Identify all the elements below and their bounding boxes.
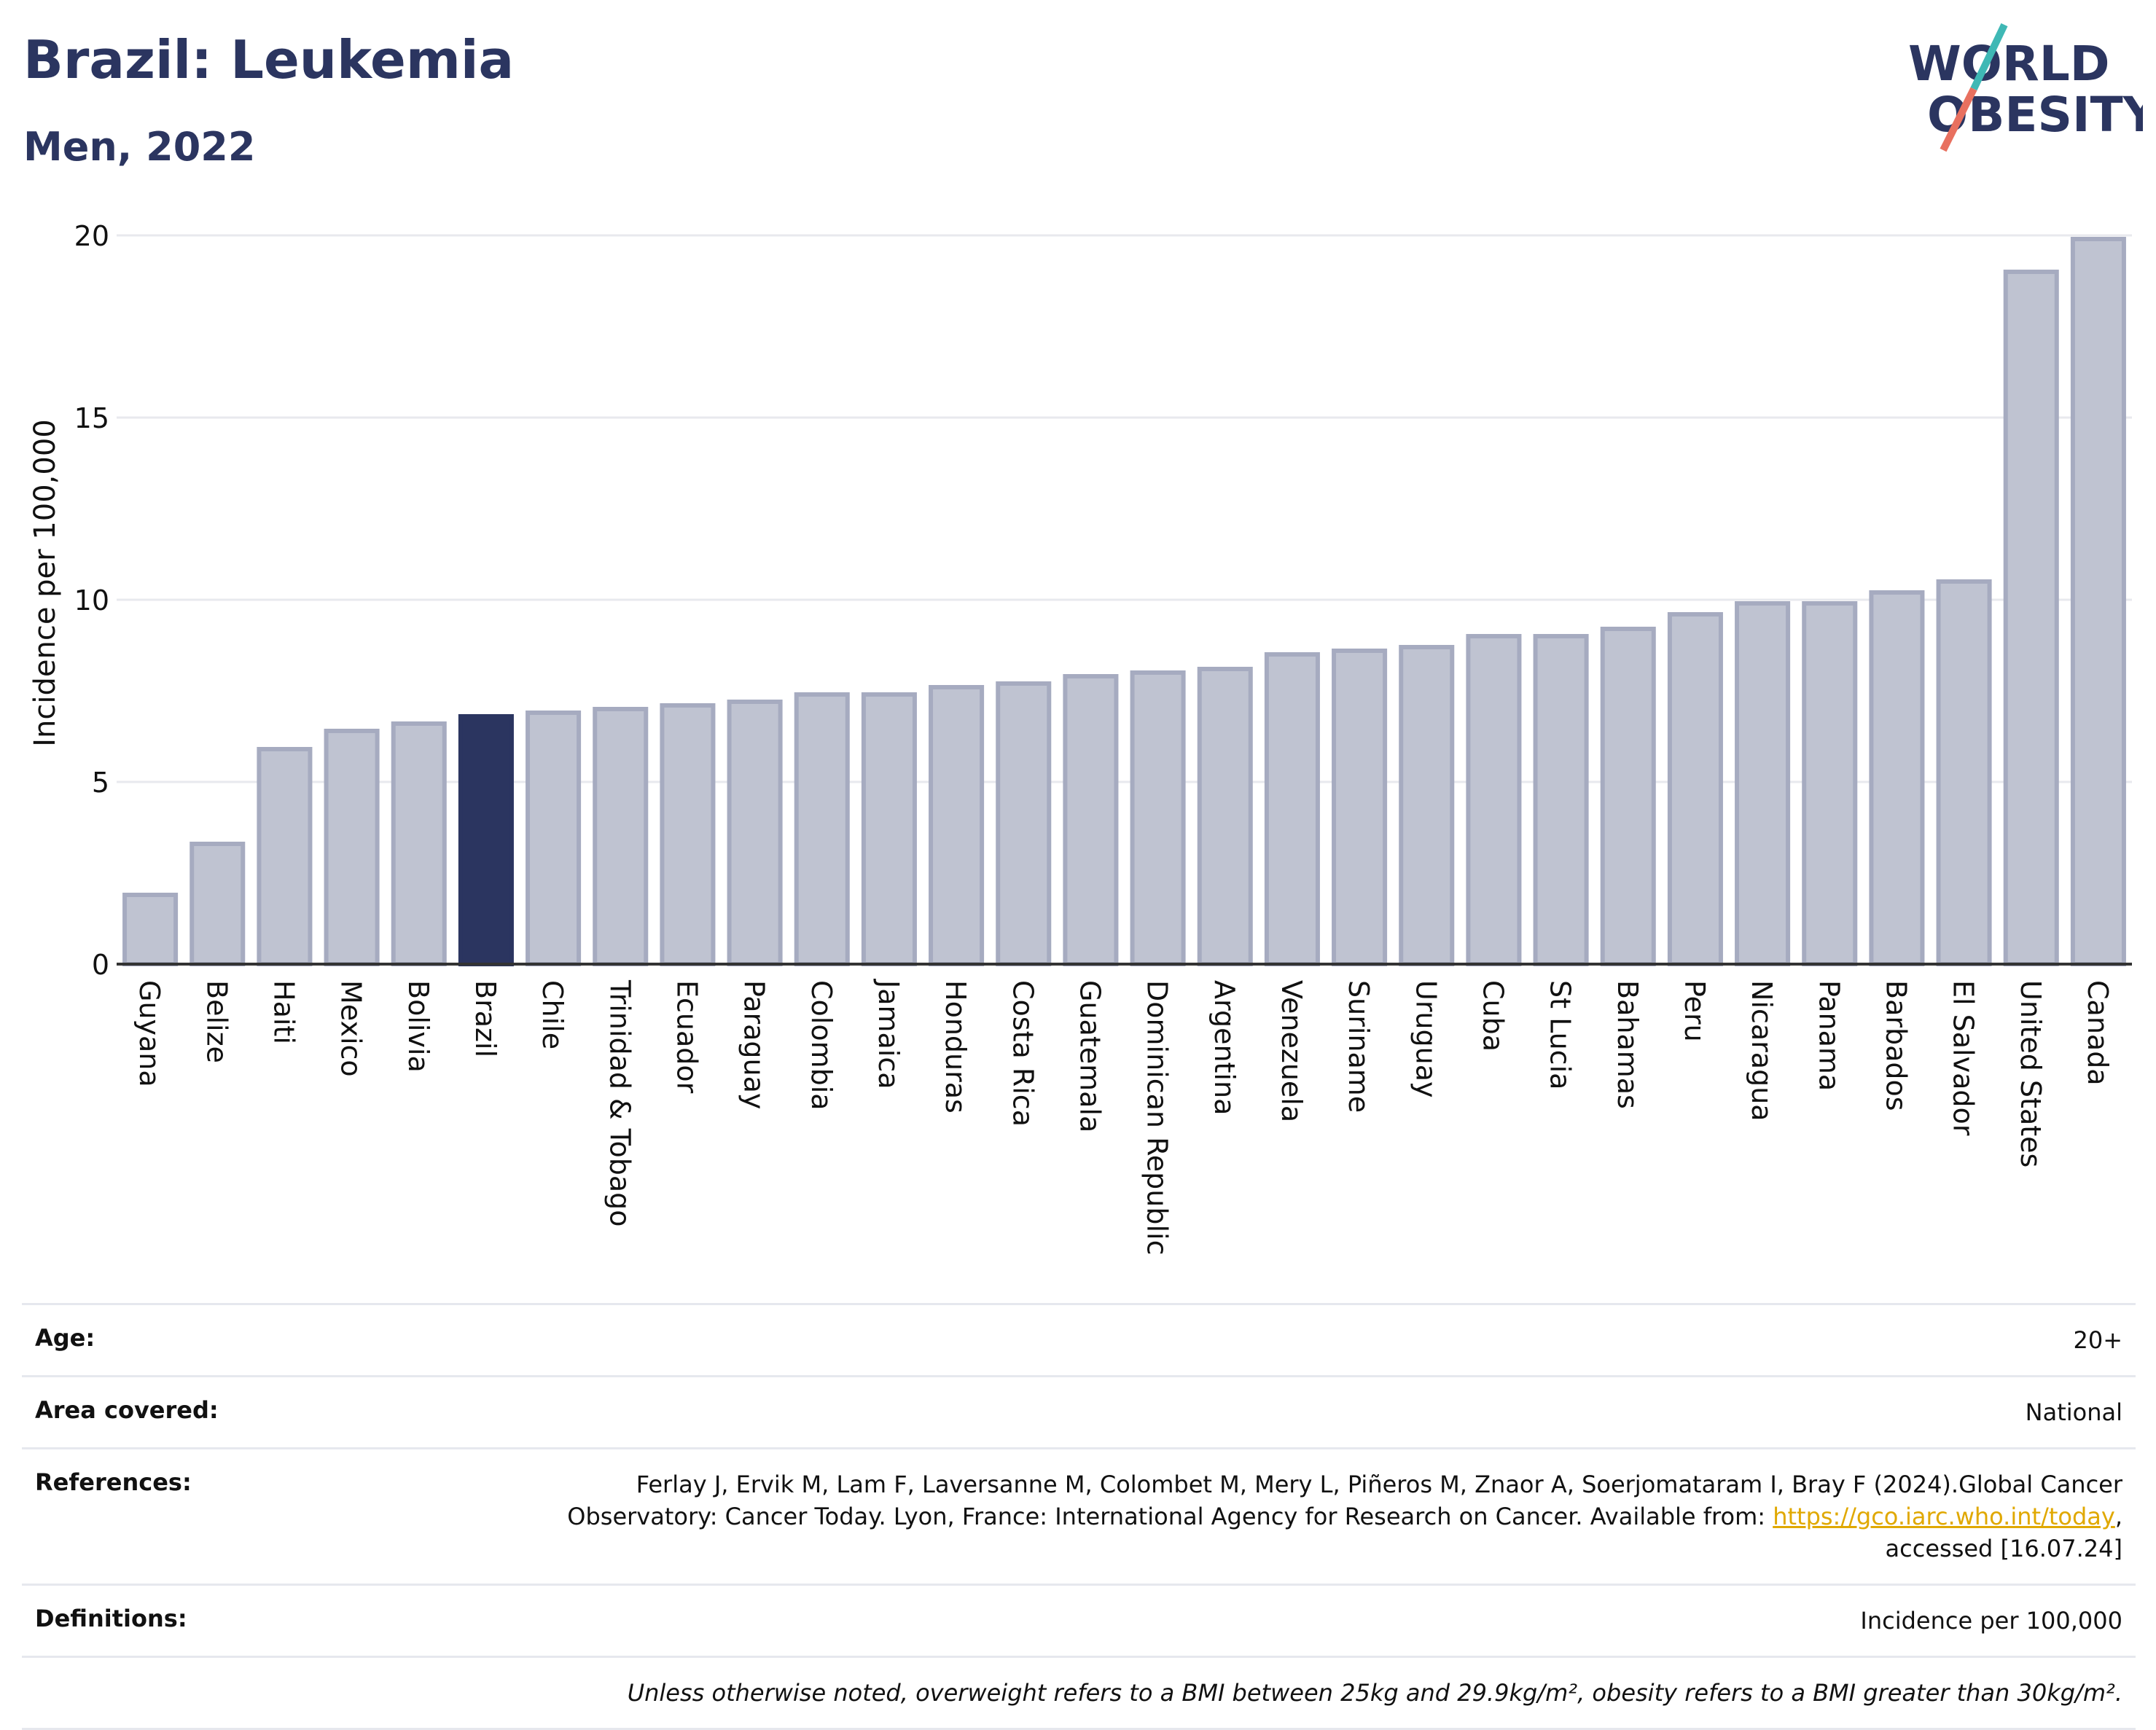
x-tick-label: Jamaica — [872, 979, 905, 1089]
bar-ecuador — [660, 703, 716, 966]
bar-barbados — [1869, 590, 1925, 966]
bmi-note: Unless otherwise noted, overweight refer… — [627, 1679, 2122, 1707]
x-tick-label: Trinidad & Tobago — [604, 979, 636, 1227]
x-tick-labels: Guyana Belize Haiti Mexico Bolivia Brazil Chil… — [133, 979, 2114, 1255]
bar-st-lucia — [1533, 634, 1589, 966]
x-tick-label: Argentina — [1208, 980, 1241, 1115]
x-tick-label: Nicaragua — [1746, 980, 1778, 1122]
bar-bahamas — [1600, 627, 1656, 966]
page-subtitle: Men, 2022 — [23, 124, 256, 170]
x-tick-label: Ecuador — [671, 980, 703, 1094]
bars — [122, 237, 2126, 966]
bar-el-salvador — [1936, 579, 1992, 966]
y-tick-label: 0 — [92, 949, 109, 981]
x-tick-label: El Salvador — [1948, 980, 1980, 1136]
x-tick-label: Haiti — [267, 980, 300, 1044]
bar-chart: 0 5 10 15 20 Guyana Belize Haiti Mexico Bolivia B… — [28, 220, 2132, 1255]
x-tick-label: Chile — [536, 980, 569, 1049]
bar-brazil — [458, 714, 514, 966]
bar-trinidad-tobago — [593, 707, 649, 966]
bar-canada — [2070, 237, 2126, 966]
info-row-area: Area covered: National — [22, 1375, 2136, 1447]
references-value: Ferlay J, Ervik M, Lam F, Laversanne M, … — [554, 1449, 2136, 1584]
bar-mexico — [324, 729, 380, 966]
bar-colombia — [794, 692, 850, 966]
bar-united-states — [2003, 270, 2059, 966]
bar-argentina — [1197, 667, 1253, 966]
logo-slash-teal — [1970, 23, 2008, 91]
definitions-value: Incidence per 100,000 — [1860, 1607, 2122, 1635]
x-tick-label: Guatemala — [1074, 980, 1106, 1132]
y-tick-label: 5 — [92, 767, 109, 799]
x-tick-label: Guyana — [133, 980, 165, 1087]
reference-link[interactable]: https://gco.iarc.who.int/today — [1773, 1503, 2115, 1530]
reference-text-4: accessed [16.07.24] — [1885, 1535, 2122, 1562]
bar-cuba — [1466, 634, 1522, 966]
x-tick-label: Costa Rica — [1007, 980, 1039, 1127]
bar-guatemala — [1063, 674, 1119, 966]
bar-suriname — [1332, 649, 1388, 966]
references-label: References: — [35, 1468, 192, 1496]
bar-belize — [190, 842, 246, 966]
bar-costa-rica — [996, 681, 1052, 966]
logo-text-world: WORLD — [1908, 36, 2110, 92]
y-tick-label: 15 — [74, 402, 109, 434]
bar-guyana — [122, 893, 179, 966]
x-tick-label: Bolivia — [402, 980, 434, 1073]
info-table: Age: 20+ Area covered: National Referenc… — [22, 1303, 2136, 1730]
reference-text-2: Observatory: Cancer Today. Lyon, France:… — [567, 1503, 1773, 1530]
bar-jamaica — [861, 692, 917, 966]
info-row-references: References: Ferlay J, Ervik M, Lam F, La… — [22, 1447, 2136, 1584]
x-tick-label: Brazil — [469, 980, 501, 1057]
bar-honduras — [929, 685, 985, 966]
x-tick-label: Uruguay — [1410, 980, 1442, 1098]
x-tick-label: Panama — [1813, 980, 1845, 1091]
x-tick-label: Cuba — [1477, 980, 1509, 1052]
y-axis-label: Incidence per 100,000 — [28, 419, 62, 747]
reference-text-1: Ferlay J, Ervik M, Lam F, Laversanne M, … — [636, 1471, 2122, 1498]
bar-panama — [1802, 601, 1858, 966]
x-tick-label: Honduras — [940, 980, 972, 1113]
info-row-note: Unless otherwise noted, overweight refer… — [22, 1656, 2136, 1730]
info-row-age: Age: 20+ — [22, 1303, 2136, 1375]
x-tick-label: Suriname — [1343, 980, 1375, 1113]
x-tick-label: Venezuela — [1276, 980, 1308, 1122]
age-label: Age: — [35, 1324, 95, 1352]
x-tick-label: Barbados — [1880, 980, 1912, 1111]
bar-nicaragua — [1735, 601, 1791, 966]
definitions-label: Definitions: — [35, 1605, 187, 1632]
x-tick-label: Mexico — [335, 980, 367, 1077]
world-obesity-logo: WORLD OBESITY — [1908, 23, 2143, 152]
info-row-definitions: Definitions: Incidence per 100,000 — [22, 1584, 2136, 1656]
y-tick-label: 10 — [74, 584, 109, 617]
area-label: Area covered: — [35, 1396, 219, 1424]
bar-dominican-republic — [1130, 670, 1186, 966]
y-tick-label: 20 — [74, 220, 109, 252]
x-tick-label: United States — [2015, 980, 2047, 1167]
page-title: Brazil: Leukemia — [23, 29, 515, 90]
bar-uruguay — [1399, 645, 1455, 966]
x-tick-label: Peru — [1679, 980, 1711, 1042]
x-tick-label: St Lucia — [1544, 980, 1577, 1089]
bar-paraguay — [727, 700, 783, 966]
grid-lines — [117, 234, 2132, 783]
x-tick-label: Dominican Republic — [1141, 980, 1173, 1255]
bar-haiti — [257, 747, 313, 966]
x-tick-label: Canada — [2082, 980, 2114, 1086]
logo-slash-red — [1940, 87, 1977, 152]
x-tick-label: Paraguay — [738, 980, 770, 1109]
x-tick-label: Colombia — [805, 980, 837, 1111]
area-value: National — [2025, 1398, 2122, 1426]
bar-peru — [1667, 612, 1723, 966]
y-tick-labels: 0 5 10 15 20 — [74, 220, 109, 981]
reference-text-3: , — [2114, 1503, 2122, 1530]
age-value: 20+ — [2073, 1326, 2122, 1354]
x-tick-label: Belize — [200, 980, 233, 1063]
bar-chile — [526, 711, 582, 966]
bar-bolivia — [391, 721, 447, 966]
x-tick-label: Bahamas — [1612, 980, 1644, 1109]
bar-venezuela — [1264, 652, 1320, 966]
